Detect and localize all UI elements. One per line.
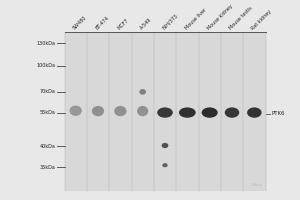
Text: 70kDa: 70kDa	[40, 89, 56, 94]
Text: Rat kidney: Rat kidney	[251, 9, 273, 31]
Bar	[64, 32, 266, 191]
Text: 35kDa: 35kDa	[40, 165, 56, 170]
Ellipse shape	[139, 89, 146, 95]
Ellipse shape	[70, 106, 82, 116]
Ellipse shape	[157, 107, 173, 118]
Ellipse shape	[137, 106, 148, 116]
Text: Mouse liver: Mouse liver	[184, 7, 207, 31]
Text: BT-474: BT-474	[94, 15, 110, 31]
Text: 130kDa: 130kDa	[37, 41, 56, 46]
Text: 100kDa: 100kDa	[37, 63, 56, 68]
Text: Mouse kidney: Mouse kidney	[206, 3, 233, 31]
Ellipse shape	[247, 107, 262, 118]
Text: MCF7: MCF7	[117, 18, 130, 31]
Ellipse shape	[202, 107, 218, 118]
Text: A-549: A-549	[139, 17, 153, 31]
Text: Mouse testis: Mouse testis	[229, 6, 254, 31]
Ellipse shape	[162, 163, 168, 167]
Text: PTK6: PTK6	[272, 111, 285, 116]
Text: Elabs: Elabs	[251, 183, 262, 187]
Ellipse shape	[179, 107, 196, 118]
Text: 40kDa: 40kDa	[40, 144, 56, 149]
Ellipse shape	[162, 143, 168, 148]
Ellipse shape	[225, 107, 239, 118]
Text: 55kDa: 55kDa	[40, 110, 56, 115]
Ellipse shape	[114, 106, 127, 116]
Text: SW480: SW480	[72, 15, 88, 31]
Ellipse shape	[92, 106, 104, 116]
Text: NIH/3T3: NIH/3T3	[161, 13, 179, 31]
